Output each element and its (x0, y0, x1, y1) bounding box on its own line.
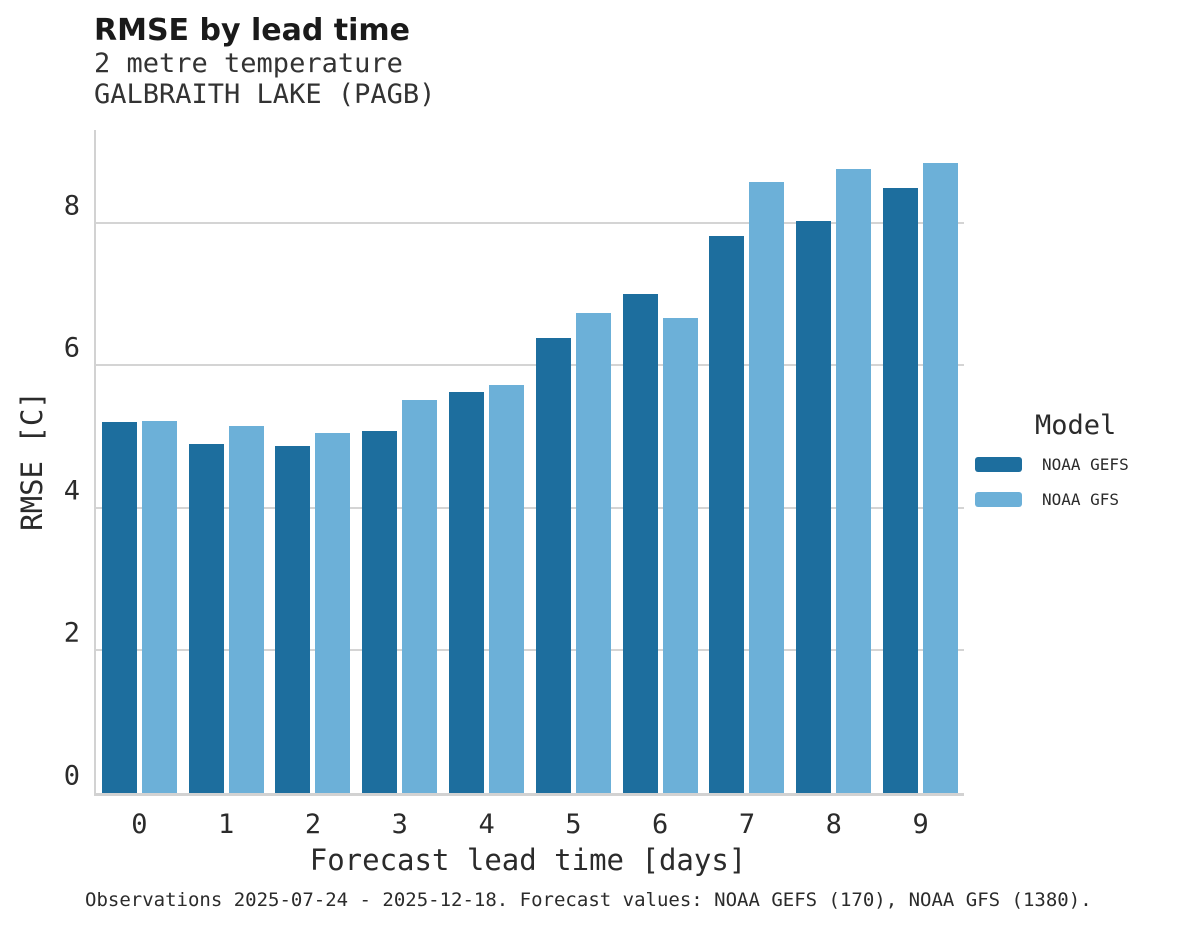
legend-swatch-gefs-icon (975, 457, 1022, 472)
bar-noaa-gfs-lead-8 (836, 168, 872, 793)
bar-group-lead-2 (270, 130, 357, 793)
legend-item-noaa-gfs: NOAA GFS (975, 490, 1129, 509)
legend-label-gefs: NOAA GEFS (1042, 455, 1129, 474)
gridline-y-8 (96, 221, 964, 224)
bar-noaa-gefs-lead-6 (622, 294, 658, 793)
bar-noaa-gefs-lead-2 (275, 445, 311, 793)
x-tick-label: 7 (738, 809, 756, 840)
y-tick-label: 4 (63, 475, 80, 507)
bar-group-lead-0 (96, 130, 183, 793)
x-tick-label: 8 (825, 809, 842, 840)
x-tick-label: 9 (912, 809, 929, 840)
bar-noaa-gefs-lead-1 (188, 443, 224, 793)
bar-group-lead-6 (617, 130, 704, 793)
x-tick-label: 0 (131, 809, 148, 840)
bar-noaa-gfs-lead-9 (923, 162, 959, 793)
bar-group-lead-7 (704, 130, 791, 793)
bar-noaa-gefs-lead-0 (101, 422, 137, 793)
bar-noaa-gfs-lead-5 (575, 312, 611, 793)
x-tick-label: 5 (565, 809, 582, 840)
bar-noaa-gefs-lead-3 (362, 430, 398, 793)
bar-noaa-gfs-lead-4 (489, 385, 525, 793)
chart-subtitle-variable: 2 metre temperature (94, 48, 403, 79)
bar-group-lead-8 (790, 130, 877, 793)
x-tick-label: 4 (478, 809, 495, 840)
y-axis-label: RMSE [C] (15, 391, 49, 531)
plot-area: 0 2 4 6 8 0 1 2 3 4 5 6 7 8 9 (64, 130, 964, 840)
bar-noaa-gfs-lead-7 (749, 182, 785, 793)
chart-subtitle-station: GALBRAITH LAKE (PAGB) (94, 79, 436, 110)
bar-noaa-gefs-lead-9 (883, 187, 919, 793)
legend: Model NOAA GEFS NOAA GFS (975, 410, 1129, 525)
legend-label-gfs: NOAA GFS (1042, 490, 1120, 509)
x-axis-label: Forecast lead time [days] (309, 843, 747, 877)
bar-noaa-gfs-lead-2 (315, 433, 351, 793)
bar-group-lead-5 (530, 130, 617, 793)
bar-noaa-gefs-lead-8 (796, 220, 832, 793)
y-tick-label: 6 (63, 332, 80, 364)
bar-group-lead-3 (356, 130, 443, 793)
bar-group-lead-1 (183, 130, 270, 793)
bar-noaa-gefs-lead-5 (535, 337, 571, 793)
gridline-y-4 (96, 506, 964, 509)
chart-title: RMSE by lead time (94, 13, 410, 48)
bar-noaa-gfs-lead-3 (402, 399, 438, 793)
bar-noaa-gefs-lead-7 (709, 235, 745, 793)
y-tick-label: 8 (63, 190, 80, 222)
legend-title: Model (1035, 410, 1117, 441)
legend-swatch-gfs-icon (975, 492, 1022, 507)
bar-noaa-gfs-lead-1 (228, 425, 264, 793)
gridline-y-6 (96, 364, 964, 367)
bar-group-lead-9 (877, 130, 964, 793)
bar-noaa-gfs-lead-6 (662, 318, 698, 793)
bar-group-lead-4 (443, 130, 530, 793)
x-tick-label: 1 (218, 809, 235, 840)
gridline-y-2 (96, 649, 964, 652)
y-tick-label: 2 (63, 617, 80, 649)
chart-header: RMSE by lead time 2 metre temperature GA… (94, 13, 436, 111)
x-tick-label: 3 (391, 809, 408, 840)
bar-noaa-gfs-lead-0 (141, 420, 177, 793)
footer-note: Observations 2025-07-24 - 2025-12-18. Fo… (85, 889, 1092, 911)
legend-item-noaa-gefs: NOAA GEFS (975, 455, 1129, 474)
y-tick-label: 0 (63, 760, 80, 792)
x-tick-label: 6 (652, 809, 669, 840)
x-tick-label: 2 (304, 809, 322, 840)
bar-noaa-gefs-lead-4 (449, 392, 485, 793)
